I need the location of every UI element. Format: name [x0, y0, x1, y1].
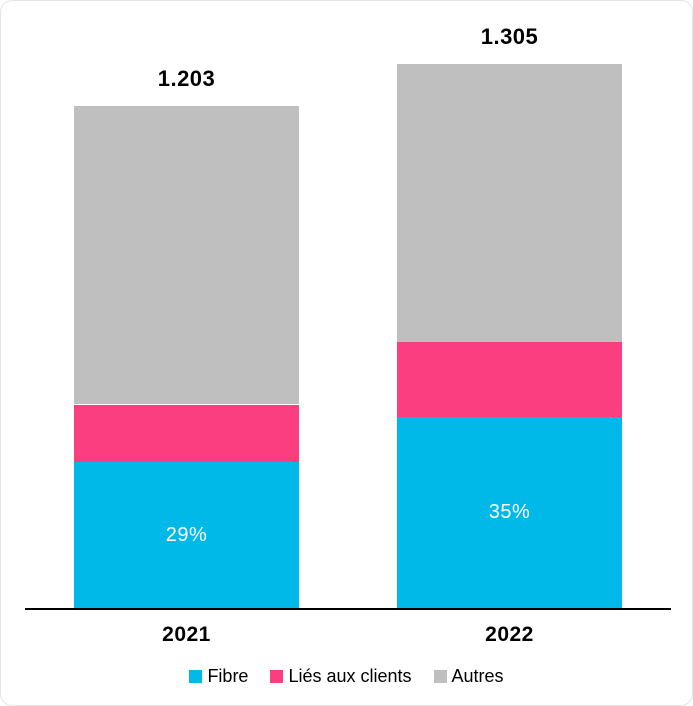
legend-swatch-lies-aux-clients-icon [270, 669, 284, 683]
segment-percent-label-2022: 35% [488, 501, 531, 524]
segment-percent-label-2021: 29% [165, 523, 208, 546]
x-axis-line [25, 608, 671, 610]
legend-label-autres: Autres [451, 665, 504, 686]
legend-label-lies-aux-clients: Liés aux clients [288, 665, 412, 686]
legend: Fibre Liés aux clients Autres [1, 661, 692, 691]
bar-2022-fibre-segment: 35% [397, 417, 622, 608]
legend-swatch-fibre-icon [189, 669, 203, 683]
x-axis-label-2021: 2021 [162, 623, 211, 646]
legend-item-lies-aux-clients: Liés aux clients [270, 665, 412, 687]
bar-2021-autres-segment [74, 106, 299, 405]
legend-swatch-autres-icon [433, 669, 447, 683]
legend-item-fibre: Fibre [189, 666, 248, 687]
x-axis-label-2022: 2022 [485, 623, 534, 646]
total-label-2021: 1.203 [157, 66, 216, 92]
bar-2021-fibre-segment: 29% [74, 462, 299, 608]
legend-item-autres: Autres [433, 665, 504, 687]
bar-2021-lies-aux-clients-segment [74, 404, 299, 463]
total-label-2022: 1.305 [480, 23, 539, 49]
legend-label-fibre: Fibre [207, 665, 249, 686]
bar-2022-lies-aux-clients-segment [397, 342, 622, 418]
bar-2022-autres-segment [397, 63, 622, 343]
